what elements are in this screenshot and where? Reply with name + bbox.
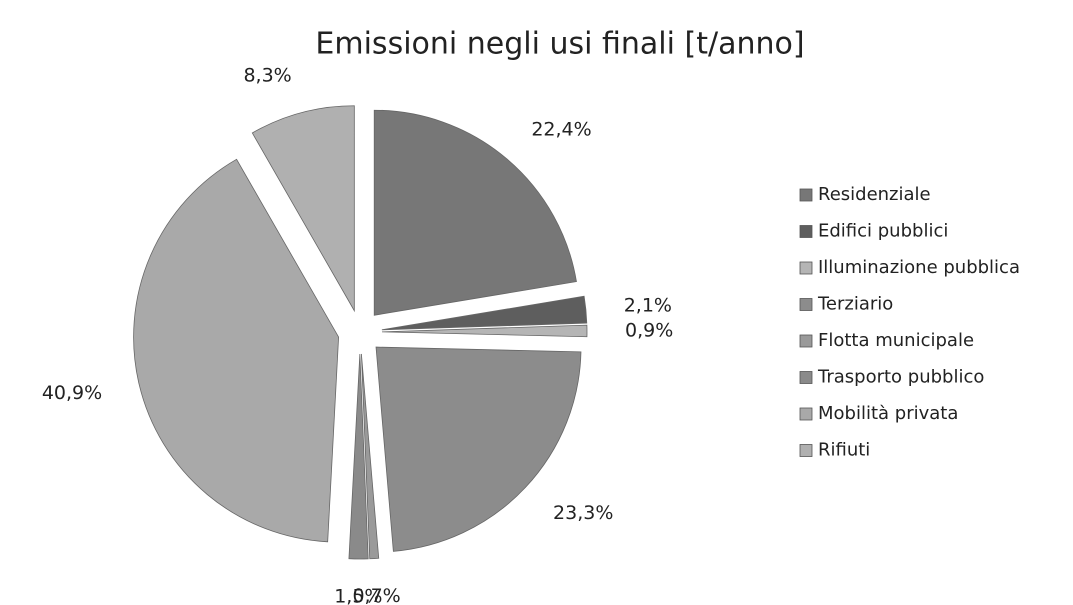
legend-label: Edifici pubblici <box>818 221 948 242</box>
legend-label: Terziario <box>817 294 893 315</box>
pie-slice <box>381 295 588 331</box>
legend-label: Rifiuti <box>818 440 870 461</box>
chart-title: Emissioni negli usi finali [t/anno] <box>315 27 804 62</box>
legend-swatch <box>799 371 813 384</box>
pie-slice <box>360 353 380 560</box>
pie-slice <box>373 109 577 316</box>
legend-label: Residenziale <box>818 184 931 205</box>
legend-label: Trasporto pubblico <box>817 367 984 388</box>
data-label: 0,9% <box>625 319 673 341</box>
legend-swatch <box>799 261 813 275</box>
legend-label: Mobilità privata <box>818 403 958 424</box>
data-label: 1,5% <box>334 585 382 605</box>
data-label: 23,3% <box>553 502 613 524</box>
pie-slice <box>375 346 582 552</box>
legend-swatch <box>799 444 813 457</box>
data-label: 2,1% <box>624 294 672 316</box>
legend-swatch <box>799 298 813 311</box>
pie-slice <box>381 324 588 338</box>
legend-label: Flotta municipale <box>818 330 974 351</box>
pie-slice <box>251 105 355 313</box>
data-label: 8,3% <box>243 64 291 86</box>
legend-swatch <box>799 225 813 238</box>
pie-slice <box>133 158 340 543</box>
legend-swatch <box>799 334 813 348</box>
legend-label: Illuminazione pubblica <box>818 257 1020 278</box>
data-label: 40,9% <box>42 382 102 404</box>
legend-swatch <box>799 188 813 202</box>
data-label: 0,7% <box>352 585 400 605</box>
legend-swatch <box>799 407 813 421</box>
pie-slice <box>348 353 369 560</box>
data-label: 22,4% <box>531 118 591 140</box>
